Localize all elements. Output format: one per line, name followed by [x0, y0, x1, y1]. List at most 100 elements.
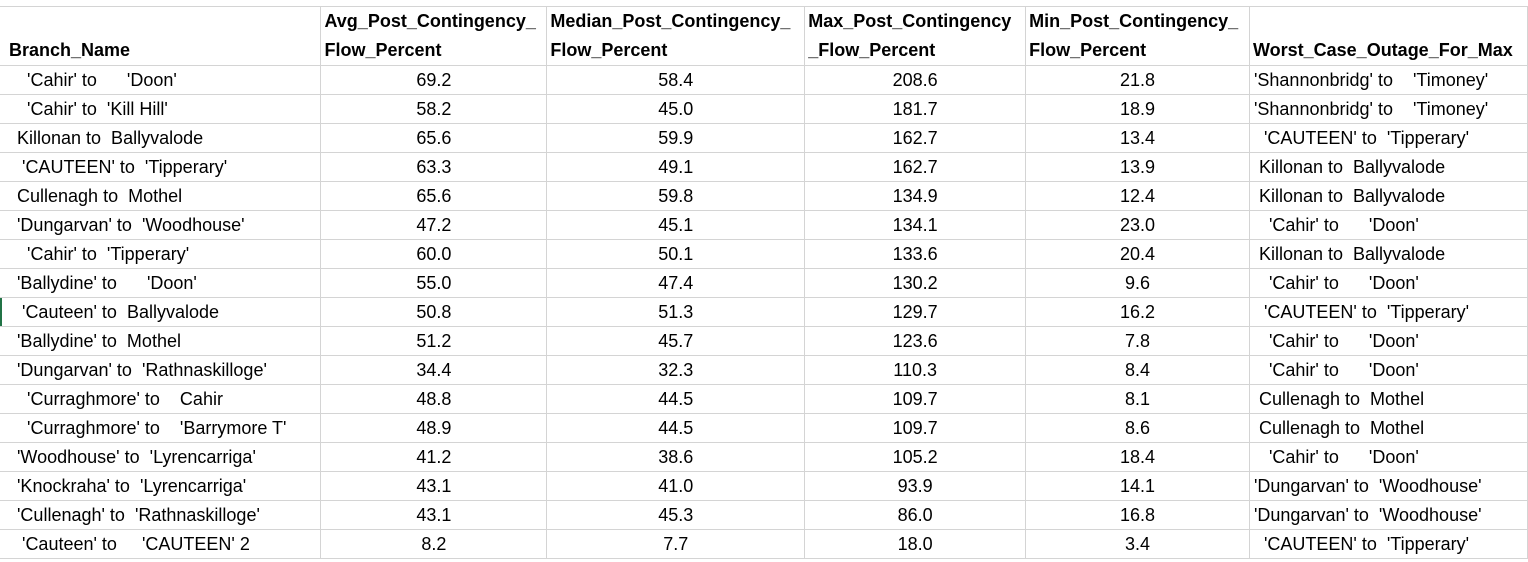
cell-branch-name[interactable]: 'Cauteen' to Ballyvalode — [0, 297, 322, 327]
cell-avg-flow[interactable]: 60.0 — [320, 239, 548, 269]
cell-max-flow[interactable]: 162.7 — [804, 152, 1027, 182]
cell-max-flow[interactable]: 18.0 — [804, 529, 1027, 559]
cell-max-flow[interactable]: 123.6 — [804, 326, 1027, 356]
cell-max-flow[interactable]: 129.7 — [804, 297, 1027, 327]
cell-median-flow[interactable]: 51.3 — [546, 297, 806, 327]
cell-median-flow[interactable]: 32.3 — [546, 355, 806, 385]
header-cell-max-flow[interactable]: Max_Post_Contingency _Flow_Percent — [804, 7, 1027, 66]
cell-min-flow[interactable]: 13.4 — [1025, 123, 1250, 153]
cell-worst-case-outage[interactable]: 'Cahir' to 'Doon' — [1249, 326, 1528, 356]
cell-worst-case-outage[interactable]: 'Dungarvan' to 'Woodhouse' — [1249, 500, 1528, 530]
cell-median-flow[interactable]: 45.1 — [546, 210, 806, 240]
cell-median-flow[interactable]: 49.1 — [546, 152, 806, 182]
cell-avg-flow[interactable]: 41.2 — [320, 442, 548, 472]
cell-avg-flow[interactable]: 43.1 — [320, 471, 548, 501]
cell-avg-flow[interactable]: 43.1 — [320, 500, 548, 530]
cell-worst-case-outage[interactable]: 'CAUTEEN' to 'Tipperary' — [1249, 529, 1528, 559]
cell-branch-name[interactable]: 'Dungarvan' to 'Rathnaskilloge' — [0, 355, 322, 385]
cell-max-flow[interactable]: 86.0 — [804, 500, 1027, 530]
cell-median-flow[interactable]: 50.1 — [546, 239, 806, 269]
cell-min-flow[interactable]: 21.8 — [1025, 65, 1250, 95]
cell-branch-name[interactable]: 'Cauteen' to 'CAUTEEN' 2 — [0, 529, 322, 559]
cell-branch-name[interactable]: 'Cahir' to 'Tipperary' — [0, 239, 322, 269]
cell-branch-name[interactable]: 'Curraghmore' to Cahir — [0, 384, 322, 414]
cell-avg-flow[interactable]: 51.2 — [320, 326, 548, 356]
cell-branch-name[interactable]: 'Ballydine' to 'Doon' — [0, 268, 322, 298]
cell-worst-case-outage[interactable]: Cullenagh to Mothel — [1249, 384, 1528, 414]
cell-avg-flow[interactable]: 48.8 — [320, 384, 548, 414]
cell-branch-name[interactable]: Killonan to Ballyvalode — [0, 123, 322, 153]
cell-worst-case-outage[interactable]: 'Cahir' to 'Doon' — [1249, 355, 1528, 385]
cell-worst-case-outage[interactable]: 'Cahir' to 'Doon' — [1249, 268, 1528, 298]
cell-branch-name[interactable]: 'Curraghmore' to 'Barrymore T' — [0, 413, 322, 443]
cell-max-flow[interactable]: 134.9 — [804, 181, 1027, 211]
cell-min-flow[interactable]: 7.8 — [1025, 326, 1250, 356]
cell-worst-case-outage[interactable]: 'Cahir' to 'Doon' — [1249, 210, 1528, 240]
cell-avg-flow[interactable]: 47.2 — [320, 210, 548, 240]
cell-median-flow[interactable]: 45.0 — [546, 94, 806, 124]
cell-median-flow[interactable]: 44.5 — [546, 384, 806, 414]
cell-branch-name[interactable]: Cullenagh to Mothel — [0, 181, 322, 211]
cell-min-flow[interactable]: 16.8 — [1025, 500, 1250, 530]
cell-branch-name[interactable]: 'Ballydine' to Mothel — [0, 326, 322, 356]
cell-worst-case-outage[interactable]: 'CAUTEEN' to 'Tipperary' — [1249, 123, 1528, 153]
cell-worst-case-outage[interactable]: Killonan to Ballyvalode — [1249, 181, 1528, 211]
cell-avg-flow[interactable]: 55.0 — [320, 268, 548, 298]
cell-branch-name[interactable]: 'Cahir' to 'Doon' — [0, 65, 322, 95]
cell-worst-case-outage[interactable]: 'Shannonbridg' to 'Timoney' — [1249, 94, 1528, 124]
cell-worst-case-outage[interactable]: Cullenagh to Mothel — [1249, 413, 1528, 443]
cell-max-flow[interactable]: 162.7 — [804, 123, 1027, 153]
cell-avg-flow[interactable]: 48.9 — [320, 413, 548, 443]
cell-min-flow[interactable]: 23.0 — [1025, 210, 1250, 240]
cell-min-flow[interactable]: 14.1 — [1025, 471, 1250, 501]
cell-max-flow[interactable]: 109.7 — [804, 384, 1027, 414]
cell-max-flow[interactable]: 181.7 — [804, 94, 1027, 124]
cell-max-flow[interactable]: 208.6 — [804, 65, 1027, 95]
cell-min-flow[interactable]: 8.1 — [1025, 384, 1250, 414]
cell-avg-flow[interactable]: 65.6 — [320, 123, 548, 153]
cell-min-flow[interactable]: 9.6 — [1025, 268, 1250, 298]
cell-branch-name[interactable]: 'Cahir' to 'Kill Hill' — [0, 94, 322, 124]
cell-branch-name[interactable]: 'Cullenagh' to 'Rathnaskilloge' — [0, 500, 322, 530]
cell-max-flow[interactable]: 109.7 — [804, 413, 1027, 443]
cell-branch-name[interactable]: 'CAUTEEN' to 'Tipperary' — [0, 152, 322, 182]
cell-avg-flow[interactable]: 34.4 — [320, 355, 548, 385]
cell-avg-flow[interactable]: 50.8 — [320, 297, 548, 327]
cell-min-flow[interactable]: 8.6 — [1025, 413, 1250, 443]
cell-max-flow[interactable]: 105.2 — [804, 442, 1027, 472]
cell-max-flow[interactable]: 134.1 — [804, 210, 1027, 240]
cell-branch-name[interactable]: 'Knockraha' to 'Lyrencarriga' — [0, 471, 322, 501]
cell-min-flow[interactable]: 3.4 — [1025, 529, 1250, 559]
cell-median-flow[interactable]: 44.5 — [546, 413, 806, 443]
cell-min-flow[interactable]: 8.4 — [1025, 355, 1250, 385]
cell-worst-case-outage[interactable]: 'CAUTEEN' to 'Tipperary' — [1249, 297, 1528, 327]
cell-max-flow[interactable]: 93.9 — [804, 471, 1027, 501]
cell-worst-case-outage[interactable]: 'Dungarvan' to 'Woodhouse' — [1249, 471, 1528, 501]
cell-avg-flow[interactable]: 63.3 — [320, 152, 548, 182]
cell-median-flow[interactable]: 47.4 — [546, 268, 806, 298]
cell-max-flow[interactable]: 110.3 — [804, 355, 1027, 385]
header-cell-worst-case-outage[interactable]: Worst_Case_Outage_For_Max — [1249, 7, 1528, 66]
cell-min-flow[interactable]: 18.4 — [1025, 442, 1250, 472]
cell-worst-case-outage[interactable]: Killonan to Ballyvalode — [1249, 152, 1528, 182]
cell-max-flow[interactable]: 130.2 — [804, 268, 1027, 298]
cell-avg-flow[interactable]: 65.6 — [320, 181, 548, 211]
header-cell-median-flow[interactable]: Median_Post_Contingency_ Flow_Percent — [546, 7, 806, 66]
cell-median-flow[interactable]: 38.6 — [546, 442, 806, 472]
cell-median-flow[interactable]: 41.0 — [546, 471, 806, 501]
header-cell-min-flow[interactable]: Min_Post_Contingency_ Flow_Percent — [1025, 7, 1250, 66]
cell-avg-flow[interactable]: 8.2 — [320, 529, 548, 559]
cell-min-flow[interactable]: 18.9 — [1025, 94, 1250, 124]
cell-median-flow[interactable]: 45.7 — [546, 326, 806, 356]
cell-worst-case-outage[interactable]: Killonan to Ballyvalode — [1249, 239, 1528, 269]
cell-max-flow[interactable]: 133.6 — [804, 239, 1027, 269]
cell-min-flow[interactable]: 16.2 — [1025, 297, 1250, 327]
cell-avg-flow[interactable]: 58.2 — [320, 94, 548, 124]
cell-median-flow[interactable]: 7.7 — [546, 529, 806, 559]
header-cell-avg-flow[interactable]: Avg_Post_Contingency_ Flow_Percent — [320, 7, 548, 66]
cell-min-flow[interactable]: 20.4 — [1025, 239, 1250, 269]
cell-branch-name[interactable]: 'Dungarvan' to 'Woodhouse' — [0, 210, 322, 240]
cell-worst-case-outage[interactable]: 'Shannonbridg' to 'Timoney' — [1249, 65, 1528, 95]
cell-min-flow[interactable]: 13.9 — [1025, 152, 1250, 182]
cell-median-flow[interactable]: 59.8 — [546, 181, 806, 211]
